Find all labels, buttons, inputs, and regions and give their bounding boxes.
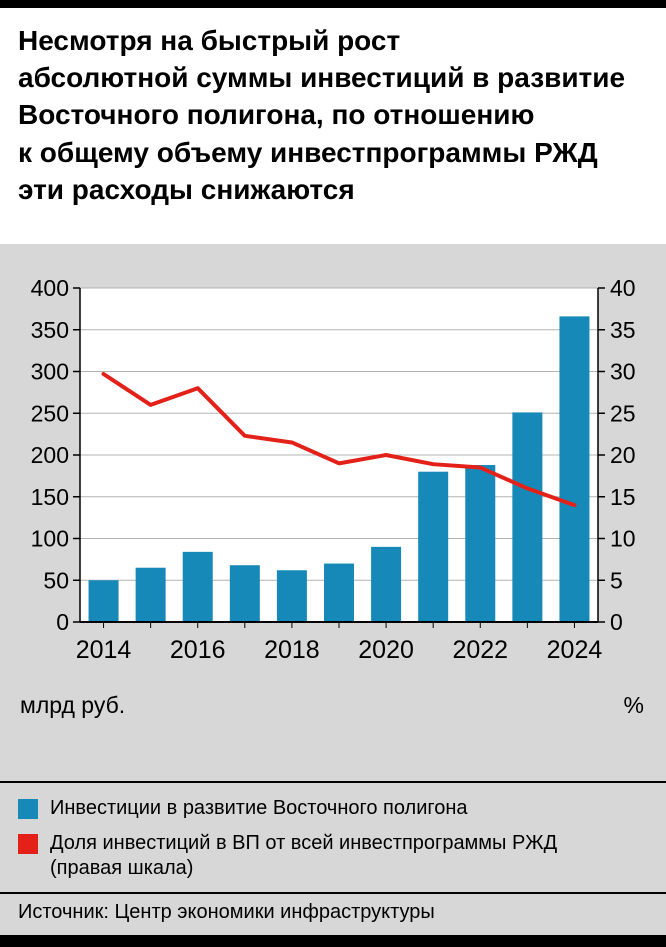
svg-text:2016: 2016 xyxy=(170,636,226,664)
line-series-label: Доля инвестиций в ВП от всей инвестпрогр… xyxy=(50,831,558,880)
left-axis-unit-label: млрд руб. xyxy=(20,692,126,719)
legend-item-investments: Инвестиции в развитие Восточного полигон… xyxy=(18,796,648,822)
svg-text:35: 35 xyxy=(610,317,636,343)
line-series-swatch xyxy=(18,833,38,854)
top-black-bar xyxy=(0,0,666,8)
page-title: Несмотря на быстрый рост абсолютной сумм… xyxy=(18,25,626,205)
svg-text:2014: 2014 xyxy=(76,636,132,664)
axis-units-row: млрд руб. % xyxy=(0,692,666,719)
svg-text:30: 30 xyxy=(610,359,636,385)
svg-text:10: 10 xyxy=(610,526,636,552)
legend-item-share: Доля инвестиций в ВП от всей инвестпрогр… xyxy=(18,831,648,882)
source-divider xyxy=(0,891,666,894)
svg-text:50: 50 xyxy=(43,567,69,593)
svg-text:25: 25 xyxy=(610,400,636,426)
right-axis-unit-label: % xyxy=(623,692,644,719)
svg-text:400: 400 xyxy=(31,275,69,301)
svg-text:100: 100 xyxy=(31,526,69,552)
bottom-black-bar xyxy=(0,935,666,947)
bar-series-swatch xyxy=(18,799,38,820)
article-header: Несмотря на быстрый рост абсолютной сумм… xyxy=(0,8,666,245)
svg-text:0: 0 xyxy=(610,609,623,635)
bar-series-label: Инвестиции в развитие Восточного полигон… xyxy=(50,797,468,820)
svg-text:40: 40 xyxy=(610,275,636,301)
source-line: Источник: Центр экономики инфраструктуры xyxy=(18,900,435,923)
chart-canvas: 0 50 100 150 200 250 300 350 400 0 5 10 15 20 25 30 35 40… xyxy=(31,275,636,664)
svg-text:20: 20 xyxy=(610,442,636,468)
svg-text:2022: 2022 xyxy=(452,636,508,664)
svg-text:350: 350 xyxy=(31,317,69,343)
legend: Инвестиции в развитие Восточного полигон… xyxy=(0,783,666,892)
svg-text:300: 300 xyxy=(31,359,69,385)
svg-text:150: 150 xyxy=(31,484,69,510)
svg-text:0: 0 xyxy=(56,609,69,635)
svg-text:5: 5 xyxy=(610,567,623,593)
legend-top-divider xyxy=(0,781,666,784)
svg-text:200: 200 xyxy=(31,442,69,468)
svg-text:2024: 2024 xyxy=(547,636,603,664)
chart-section: 0 50 100 150 200 250 300 350 400 0 5 10 15 20 25 30 35 40… xyxy=(0,244,666,933)
svg-text:250: 250 xyxy=(31,400,69,426)
svg-text:2018: 2018 xyxy=(264,636,320,664)
svg-text:15: 15 xyxy=(610,484,636,510)
svg-text:2020: 2020 xyxy=(358,636,414,664)
